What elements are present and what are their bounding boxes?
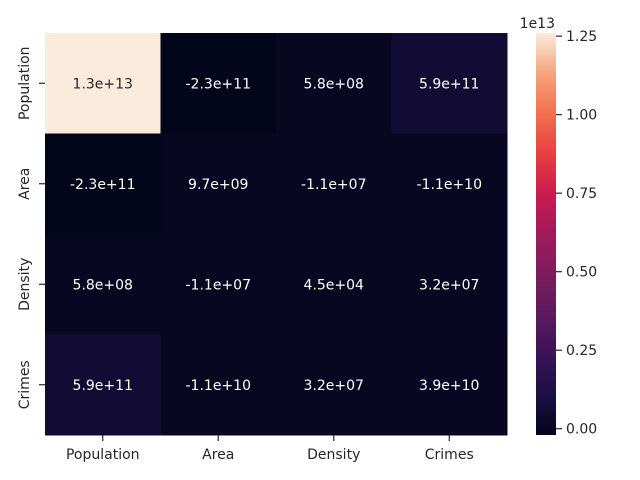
heatmap-cell xyxy=(276,234,392,335)
heatmap-cell xyxy=(276,334,392,436)
heatmap-cell xyxy=(391,234,508,335)
cell-value-label: 4.5e+04 xyxy=(304,277,365,293)
colorbar-gradient xyxy=(536,33,556,435)
cell-value-label: -1.1e+07 xyxy=(301,177,366,193)
colorbar-tick-label: 0.75 xyxy=(566,186,597,202)
cell-annotations: 1.3e+13 -2.3e+11 5.8e+08 5.9e+11 -2.3e+11 9.7… xyxy=(70,76,482,394)
colorbar-tick-label: 1.25 xyxy=(566,29,597,45)
heatmap-cell xyxy=(45,334,161,436)
x-axis: Population Area Density Crimes xyxy=(66,435,474,463)
colorbar: 0.00 0.25 0.50 0.75 1.00 1.25 1e13 xyxy=(520,16,598,438)
heatmap-cell xyxy=(160,234,277,335)
cell-value-label: 5.9e+11 xyxy=(419,76,479,92)
y-tick-label: Population xyxy=(17,46,33,120)
heatmap-cell xyxy=(45,33,161,134)
colorbar-ticks: 0.00 0.25 0.50 0.75 1.00 1.25 xyxy=(556,29,597,438)
heatmap-cell xyxy=(45,234,161,335)
heatmap-cell xyxy=(391,33,508,134)
x-tick-label: Density xyxy=(307,447,360,463)
y-axis: Population Area Density Crimes xyxy=(17,46,45,409)
colorbar-exponent-label: 1e13 xyxy=(520,16,555,32)
x-tick-label: Area xyxy=(202,447,234,463)
cell-value-label: -2.3e+11 xyxy=(186,76,251,92)
colorbar-tick-label: 1.00 xyxy=(566,108,597,124)
cell-value-label: -1.1e+10 xyxy=(186,378,251,394)
heatmap-cell xyxy=(391,133,508,235)
cell-value-label: 5.8e+08 xyxy=(73,277,133,293)
y-tick-label: Area xyxy=(17,168,33,200)
heatmap-cell xyxy=(276,33,392,134)
colorbar-tick-label: 0.00 xyxy=(566,422,597,438)
x-tick-label: Population xyxy=(66,447,140,463)
colorbar-tick-label: 0.25 xyxy=(566,343,597,359)
cell-value-label: 5.8e+08 xyxy=(304,76,364,92)
cell-value-label: 1.3e+13 xyxy=(73,76,133,92)
cell-value-label: 9.7e+09 xyxy=(188,177,248,193)
cell-value-label: -1.1e+10 xyxy=(417,177,482,193)
cell-value-label: -1.1e+07 xyxy=(186,277,251,293)
heatmap-cell xyxy=(45,133,161,235)
cell-value-label: 3.9e+10 xyxy=(419,378,479,394)
x-tick-label: Crimes xyxy=(425,447,474,463)
colorbar-tick-label: 0.50 xyxy=(566,265,597,281)
y-tick-label: Density xyxy=(17,258,33,311)
heatmap-cell xyxy=(160,334,277,436)
y-tick-label: Crimes xyxy=(17,360,33,409)
cell-value-label: 5.9e+11 xyxy=(73,378,133,394)
cell-value-label: -2.3e+11 xyxy=(70,177,135,193)
heatmap-cells xyxy=(45,33,508,436)
heatmap-cell xyxy=(160,133,277,235)
heatmap-cell xyxy=(160,33,277,134)
cell-value-label: 3.2e+07 xyxy=(304,378,364,394)
heatmap-cell xyxy=(276,133,392,235)
cell-value-label: 3.2e+07 xyxy=(419,277,479,293)
heatmap-cell xyxy=(391,334,508,436)
